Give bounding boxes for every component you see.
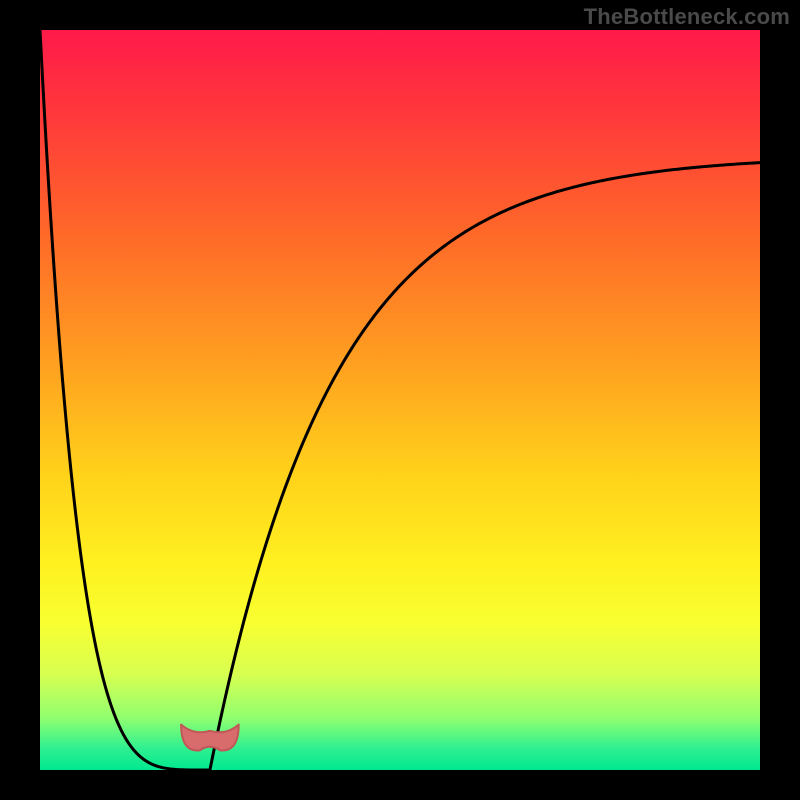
- watermark-text: TheBottleneck.com: [584, 4, 790, 30]
- plot-background: [40, 30, 760, 770]
- bottleneck-chart: [0, 0, 800, 800]
